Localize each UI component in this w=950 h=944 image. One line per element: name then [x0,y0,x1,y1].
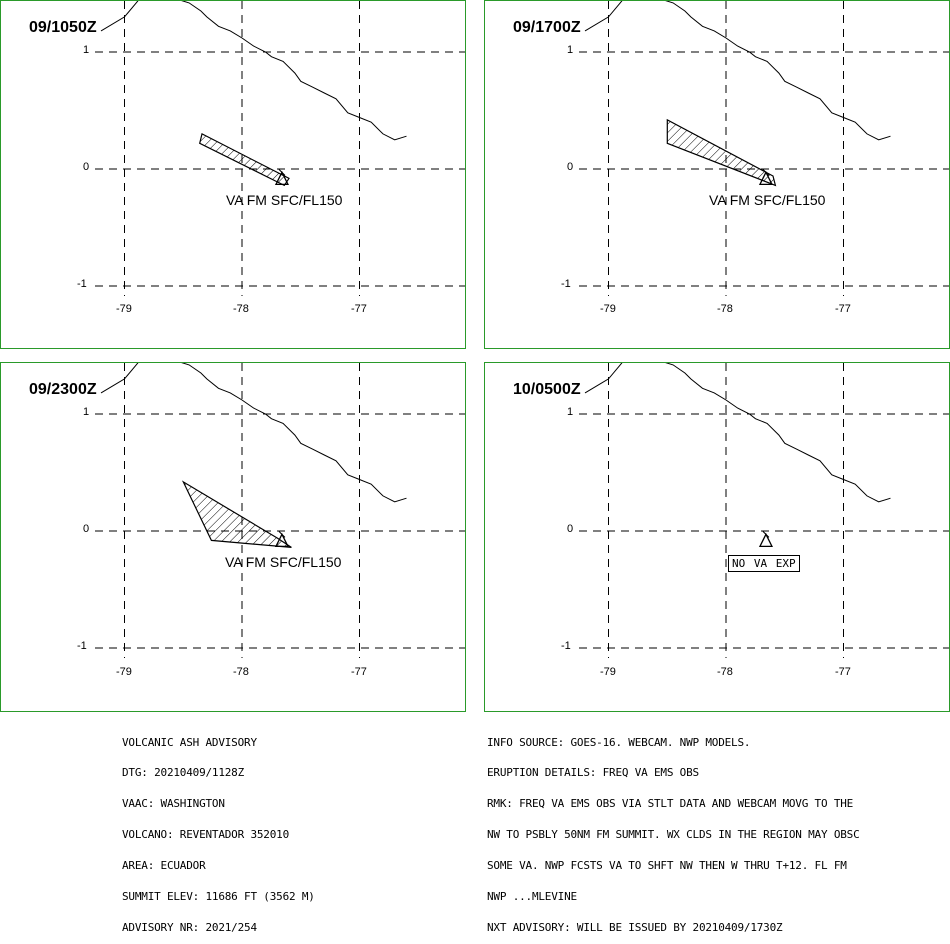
volcano-plume-mark [762,169,770,176]
ash-cloud-polygon [199,133,290,187]
advisory-line: VOLCANO: REVENTADOR 352010 [122,828,289,842]
lon-label-77: -77 [835,666,851,678]
advisory-line: VOLCANIC ASH ADVISORY [122,735,257,749]
lat-label-1: 1 [83,44,90,56]
advisory-header-text: VOLCANIC ASH ADVISORY DTG: 20210409/1128… [122,717,315,944]
advisory-line: RMK: FREQ VA EMS OBS VIA STLT DATA AND W… [487,797,854,811]
lon-label-79: -79 [600,666,616,678]
forecast-panel-4: 10/0500Z 1 0 -1 -79 -78 -77 NO VA EXP [484,362,950,712]
advisory-line: AREA: ECUADOR [122,859,206,873]
panel-title: 10/0500Z [513,381,581,398]
lat-label-1: 1 [83,406,90,418]
advisory-line: NWP ...MLEVINE [487,890,577,904]
forecast-panel-3: 09/2300Z 1 0 -1 -79 -78 -77 VA FM SFC/FL… [0,362,466,712]
lon-label-77: -77 [351,303,367,315]
va-level-label: VA FM SFC/FL150 [225,554,342,570]
advisory-line: ADVISORY NR: 2021/254 [122,920,257,934]
lat-label-0: 0 [83,161,90,173]
advisory-line: SUMMIT ELEV: 11686 FT (3562 M) [122,890,315,904]
volcano-icon [758,532,774,548]
coastline [100,363,407,503]
lon-label-78: -78 [233,666,249,678]
lat-label-minus1: -1 [561,640,571,652]
panel-title: 09/1700Z [513,19,581,36]
lat-label-0: 0 [567,161,574,173]
coastline [584,1,891,141]
lon-label-77: -77 [351,666,367,678]
map-canvas [95,363,465,658]
forecast-panel-2: 09/1700Z 1 0 -1 -79 -78 -77 VA FM SFC/FL… [484,0,950,349]
forecast-panel-1: 09/1050Z 1 0 -1 -79 -78 -77 VA FM SFC/FL… [0,0,466,349]
lat-label-0: 0 [567,523,574,535]
lon-label-79: -79 [116,666,132,678]
advisory-line: NXT ADVISORY: WILL BE ISSUED BY 20210409… [487,920,783,934]
volcano-icon [758,170,774,186]
coastline [584,363,891,503]
lat-label-1: 1 [567,406,574,418]
map-canvas [95,1,465,296]
map-canvas [579,363,949,658]
lat-label-minus1: -1 [561,278,571,290]
coastline [100,1,407,141]
lon-label-78: -78 [233,303,249,315]
va-level-label: VA FM SFC/FL150 [226,192,343,208]
advisory-line: ERUPTION DETAILS: FREQ VA EMS OBS [487,766,699,780]
lon-label-78: -78 [717,303,733,315]
lon-label-79: -79 [116,303,132,315]
volcano-icon [274,170,290,186]
volcano-plume-mark [278,531,286,538]
va-level-label: VA FM SFC/FL150 [709,192,826,208]
lat-label-1: 1 [567,44,574,56]
advisory-remarks-text: INFO SOURCE: GOES-16. WEBCAM. NWP MODELS… [487,717,860,944]
volcano-icon [274,532,290,548]
lat-label-0: 0 [83,523,90,535]
lon-label-78: -78 [717,666,733,678]
lat-label-minus1: -1 [77,278,87,290]
volcano-plume-mark [762,531,770,538]
no-va-expected-box: NO VA EXP [728,555,800,572]
volcano-plume-mark [278,169,286,176]
advisory-line: NW TO PSBLY 50NM FM SUMMIT. WX CLDS IN T… [487,828,860,842]
lon-label-79: -79 [600,303,616,315]
advisory-line: SOME VA. NWP FCSTS VA TO SHFT NW THEN W … [487,859,847,873]
map-canvas [579,1,949,296]
panel-title: 09/2300Z [29,381,97,398]
panel-title: 09/1050Z [29,19,97,36]
ash-cloud-polygon [181,480,292,548]
advisory-line: DTG: 20210409/1128Z [122,766,245,780]
lon-label-77: -77 [835,303,851,315]
ash-cloud-polygon [666,118,777,187]
lat-label-minus1: -1 [77,640,87,652]
advisory-line: VAAC: WASHINGTON [122,797,225,811]
advisory-line: INFO SOURCE: GOES-16. WEBCAM. NWP MODELS… [487,735,751,749]
